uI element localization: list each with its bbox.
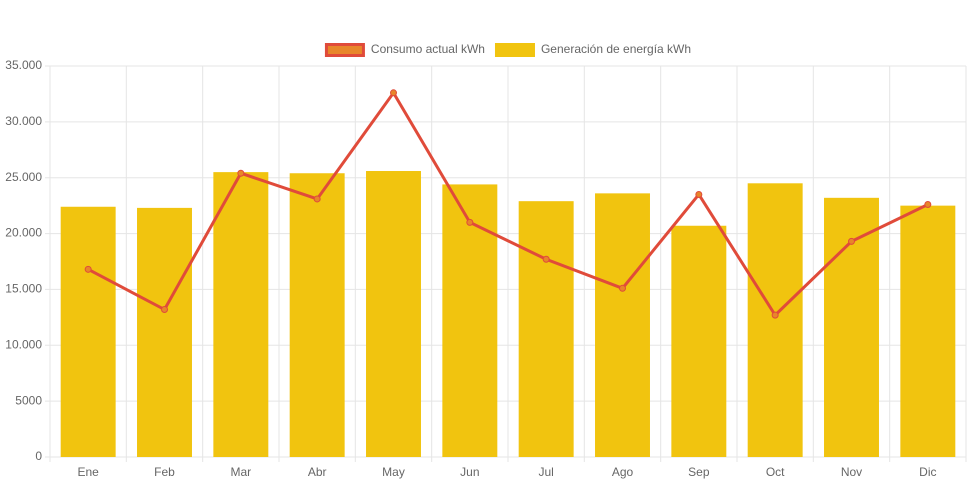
line: [87, 90, 929, 318]
point: [466, 218, 474, 226]
y-tick-label: 25.000: [5, 170, 42, 184]
legend-swatch: [324, 43, 365, 57]
bar: [137, 207, 192, 457]
x-tick-label: Jul: [538, 465, 553, 479]
y-tick-label: 5000: [15, 393, 42, 407]
y-tick-label: 15.000: [5, 282, 42, 296]
x-tick-label: Mar: [230, 465, 251, 479]
point: [313, 195, 321, 203]
bar: [518, 201, 574, 457]
x-tick-label: Oct: [766, 465, 785, 479]
x-tick-label: Dic: [919, 465, 936, 479]
point: [542, 255, 550, 263]
point: [771, 311, 779, 319]
bar: [747, 183, 803, 458]
y-tick-label: 0: [35, 449, 42, 463]
legend-label: Consumo actual kWh: [371, 42, 485, 56]
x-tick-label: Jun: [460, 465, 479, 479]
point: [695, 190, 703, 198]
y-tick-label: 30.000: [5, 114, 42, 128]
y-tick-label: 20.000: [5, 226, 42, 240]
y-tick-label: 35.000: [5, 58, 42, 72]
x-tick-label: Ene: [77, 465, 99, 479]
legend-swatch: [494, 43, 535, 57]
x-tick-label: Abr: [308, 465, 327, 479]
point: [848, 237, 855, 245]
bar: [900, 205, 956, 457]
point: [84, 265, 92, 273]
x-tick-label: Feb: [154, 465, 175, 479]
legend-label: Generación de energía kWh: [541, 42, 691, 56]
bar: [213, 172, 269, 457]
point: [237, 169, 245, 177]
x-tick-label: May: [382, 465, 405, 479]
bar: [824, 197, 879, 457]
x-tick-label: Sep: [688, 465, 710, 479]
point: [619, 284, 626, 292]
point: [161, 306, 168, 314]
bar: [671, 225, 727, 457]
point: [924, 201, 932, 209]
y-tick-label: 10.000: [5, 337, 42, 351]
bar: [60, 206, 116, 457]
x-tick-label: Nov: [841, 465, 862, 479]
bar: [289, 173, 345, 457]
bar: [595, 193, 650, 457]
bar: [366, 171, 421, 458]
x-tick-label: Ago: [612, 465, 634, 479]
point: [390, 89, 397, 97]
